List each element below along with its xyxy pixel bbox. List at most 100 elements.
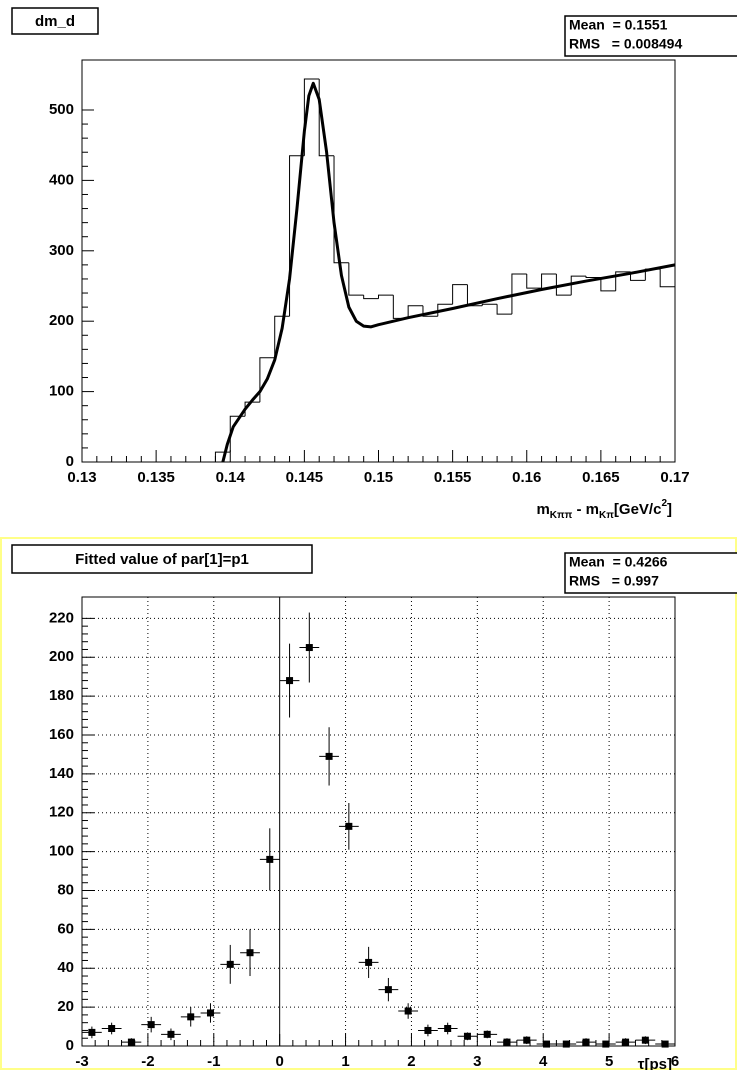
x-axis-label-part: - m: [572, 501, 599, 518]
y-tick-label: 0: [66, 453, 74, 470]
x-tick-label: 5: [605, 1053, 613, 1070]
data-point: [325, 752, 333, 760]
y-tick-label: 200: [49, 648, 74, 665]
x-tick-label: 0.135: [137, 469, 175, 486]
x-tick-label: -2: [141, 1053, 154, 1070]
histogram-bin: [615, 271, 631, 291]
x-axis-label-part: ]: [667, 501, 672, 518]
data-point: [523, 1036, 531, 1044]
y-tick-label: 0: [66, 1037, 74, 1054]
y-tick-label: 80: [57, 881, 74, 898]
data-point: [365, 958, 373, 966]
y-tick-label: 100: [49, 843, 74, 860]
x-tick-label: 0.155: [434, 469, 472, 486]
x-tick-label: 1: [341, 1053, 349, 1070]
data-point: [147, 1021, 155, 1029]
data-point: [582, 1038, 590, 1046]
data-point: [424, 1026, 432, 1034]
y-tick-label: 40: [57, 959, 74, 976]
x-tick-label: 0.145: [286, 469, 324, 486]
x-tick-label: -1: [207, 1053, 220, 1070]
x-tick-label: 0.17: [660, 469, 689, 486]
histogram-bin: [555, 274, 572, 296]
y-tick-label: 220: [49, 609, 74, 626]
chart-title: Fitted value of par[1]=p1: [75, 551, 249, 568]
data-point: [206, 1009, 214, 1017]
y-tick-label: 160: [49, 726, 74, 743]
y-tick-label: 180: [49, 687, 74, 704]
x-tick-label: 0: [275, 1053, 283, 1070]
data-point: [404, 1007, 412, 1015]
histogram-bin: [496, 304, 512, 315]
x-tick-label: 0.165: [582, 469, 620, 486]
histogram-bin: [422, 305, 438, 317]
data-point: [167, 1030, 175, 1038]
x-tick-label: 2: [407, 1053, 415, 1070]
data-point: [503, 1038, 511, 1046]
histogram-bin: [600, 277, 616, 292]
histogram-bin: [585, 276, 601, 279]
y-tick-label: 140: [49, 765, 74, 782]
data-point: [444, 1025, 452, 1033]
histogram-bin: [481, 303, 498, 306]
plot-frame: [81, 59, 676, 463]
data-point: [127, 1038, 135, 1046]
histogram-bin: [289, 155, 305, 317]
stats-line: RMS = 0.008494: [569, 36, 682, 52]
x-axis-label-part: Kππ: [550, 510, 573, 521]
x-tick-label: 0.15: [364, 469, 393, 486]
histogram-bin: [452, 284, 468, 305]
data-point: [661, 1040, 669, 1048]
histogram-bin: [363, 295, 379, 300]
data-point: [108, 1025, 116, 1033]
histogram-bin: [259, 357, 275, 403]
x-tick-label: 6: [671, 1053, 679, 1070]
histogram-bin: [511, 273, 527, 315]
stats-box: [564, 552, 737, 594]
histogram-bin: [333, 155, 349, 264]
x-tick-label: 4: [539, 1053, 548, 1070]
x-axis-label-part: Kπ: [599, 510, 614, 521]
histogram-bin: [659, 269, 675, 288]
title-box: [11, 544, 313, 574]
data-point: [187, 1013, 195, 1021]
x-axis-label: τ[ps]: [638, 1056, 672, 1070]
data-point: [246, 949, 254, 957]
data-point: [602, 1040, 610, 1048]
x-tick-label: -3: [75, 1053, 88, 1070]
x-axis-label-part: 2: [661, 498, 667, 509]
stats-box: [564, 15, 737, 57]
data-point: [622, 1038, 630, 1046]
histogram-bin: [526, 274, 542, 289]
data-point: [345, 822, 353, 830]
data-point: [266, 855, 274, 863]
x-axis-label-part: [GeV/c: [614, 501, 662, 518]
x-tick-label: 0.14: [216, 469, 246, 486]
title-box: [11, 7, 99, 35]
histogram-bin: [570, 275, 587, 296]
histogram-bin: [407, 305, 423, 319]
fit-curve: [221, 81, 676, 463]
data-point: [543, 1040, 551, 1048]
data-point: [305, 644, 313, 652]
stats-line: Mean = 0.1551: [569, 17, 668, 33]
histogram-bin: [541, 273, 557, 289]
y-tick-label: 120: [49, 804, 74, 821]
histogram-bin: [378, 294, 394, 299]
plot-frame: [81, 596, 676, 1047]
data-point: [463, 1032, 471, 1040]
data-point: [88, 1028, 96, 1036]
x-tick-label: 0.13: [67, 469, 96, 486]
y-tick-label: 400: [49, 171, 74, 188]
data-point: [286, 677, 294, 685]
x-axis-label-part: m: [536, 501, 549, 518]
x-tick-label: 0.16: [512, 469, 541, 486]
stats-line: Mean = 0.4266: [569, 554, 668, 570]
y-tick-label: 300: [49, 242, 74, 259]
chart-title: dm_d: [35, 13, 75, 30]
y-tick-label: 20: [57, 998, 74, 1015]
data-point: [562, 1040, 570, 1048]
y-tick-label: 60: [57, 920, 74, 937]
x-axis-label: mKππ - mKπ[GeV/c2]: [536, 498, 672, 521]
